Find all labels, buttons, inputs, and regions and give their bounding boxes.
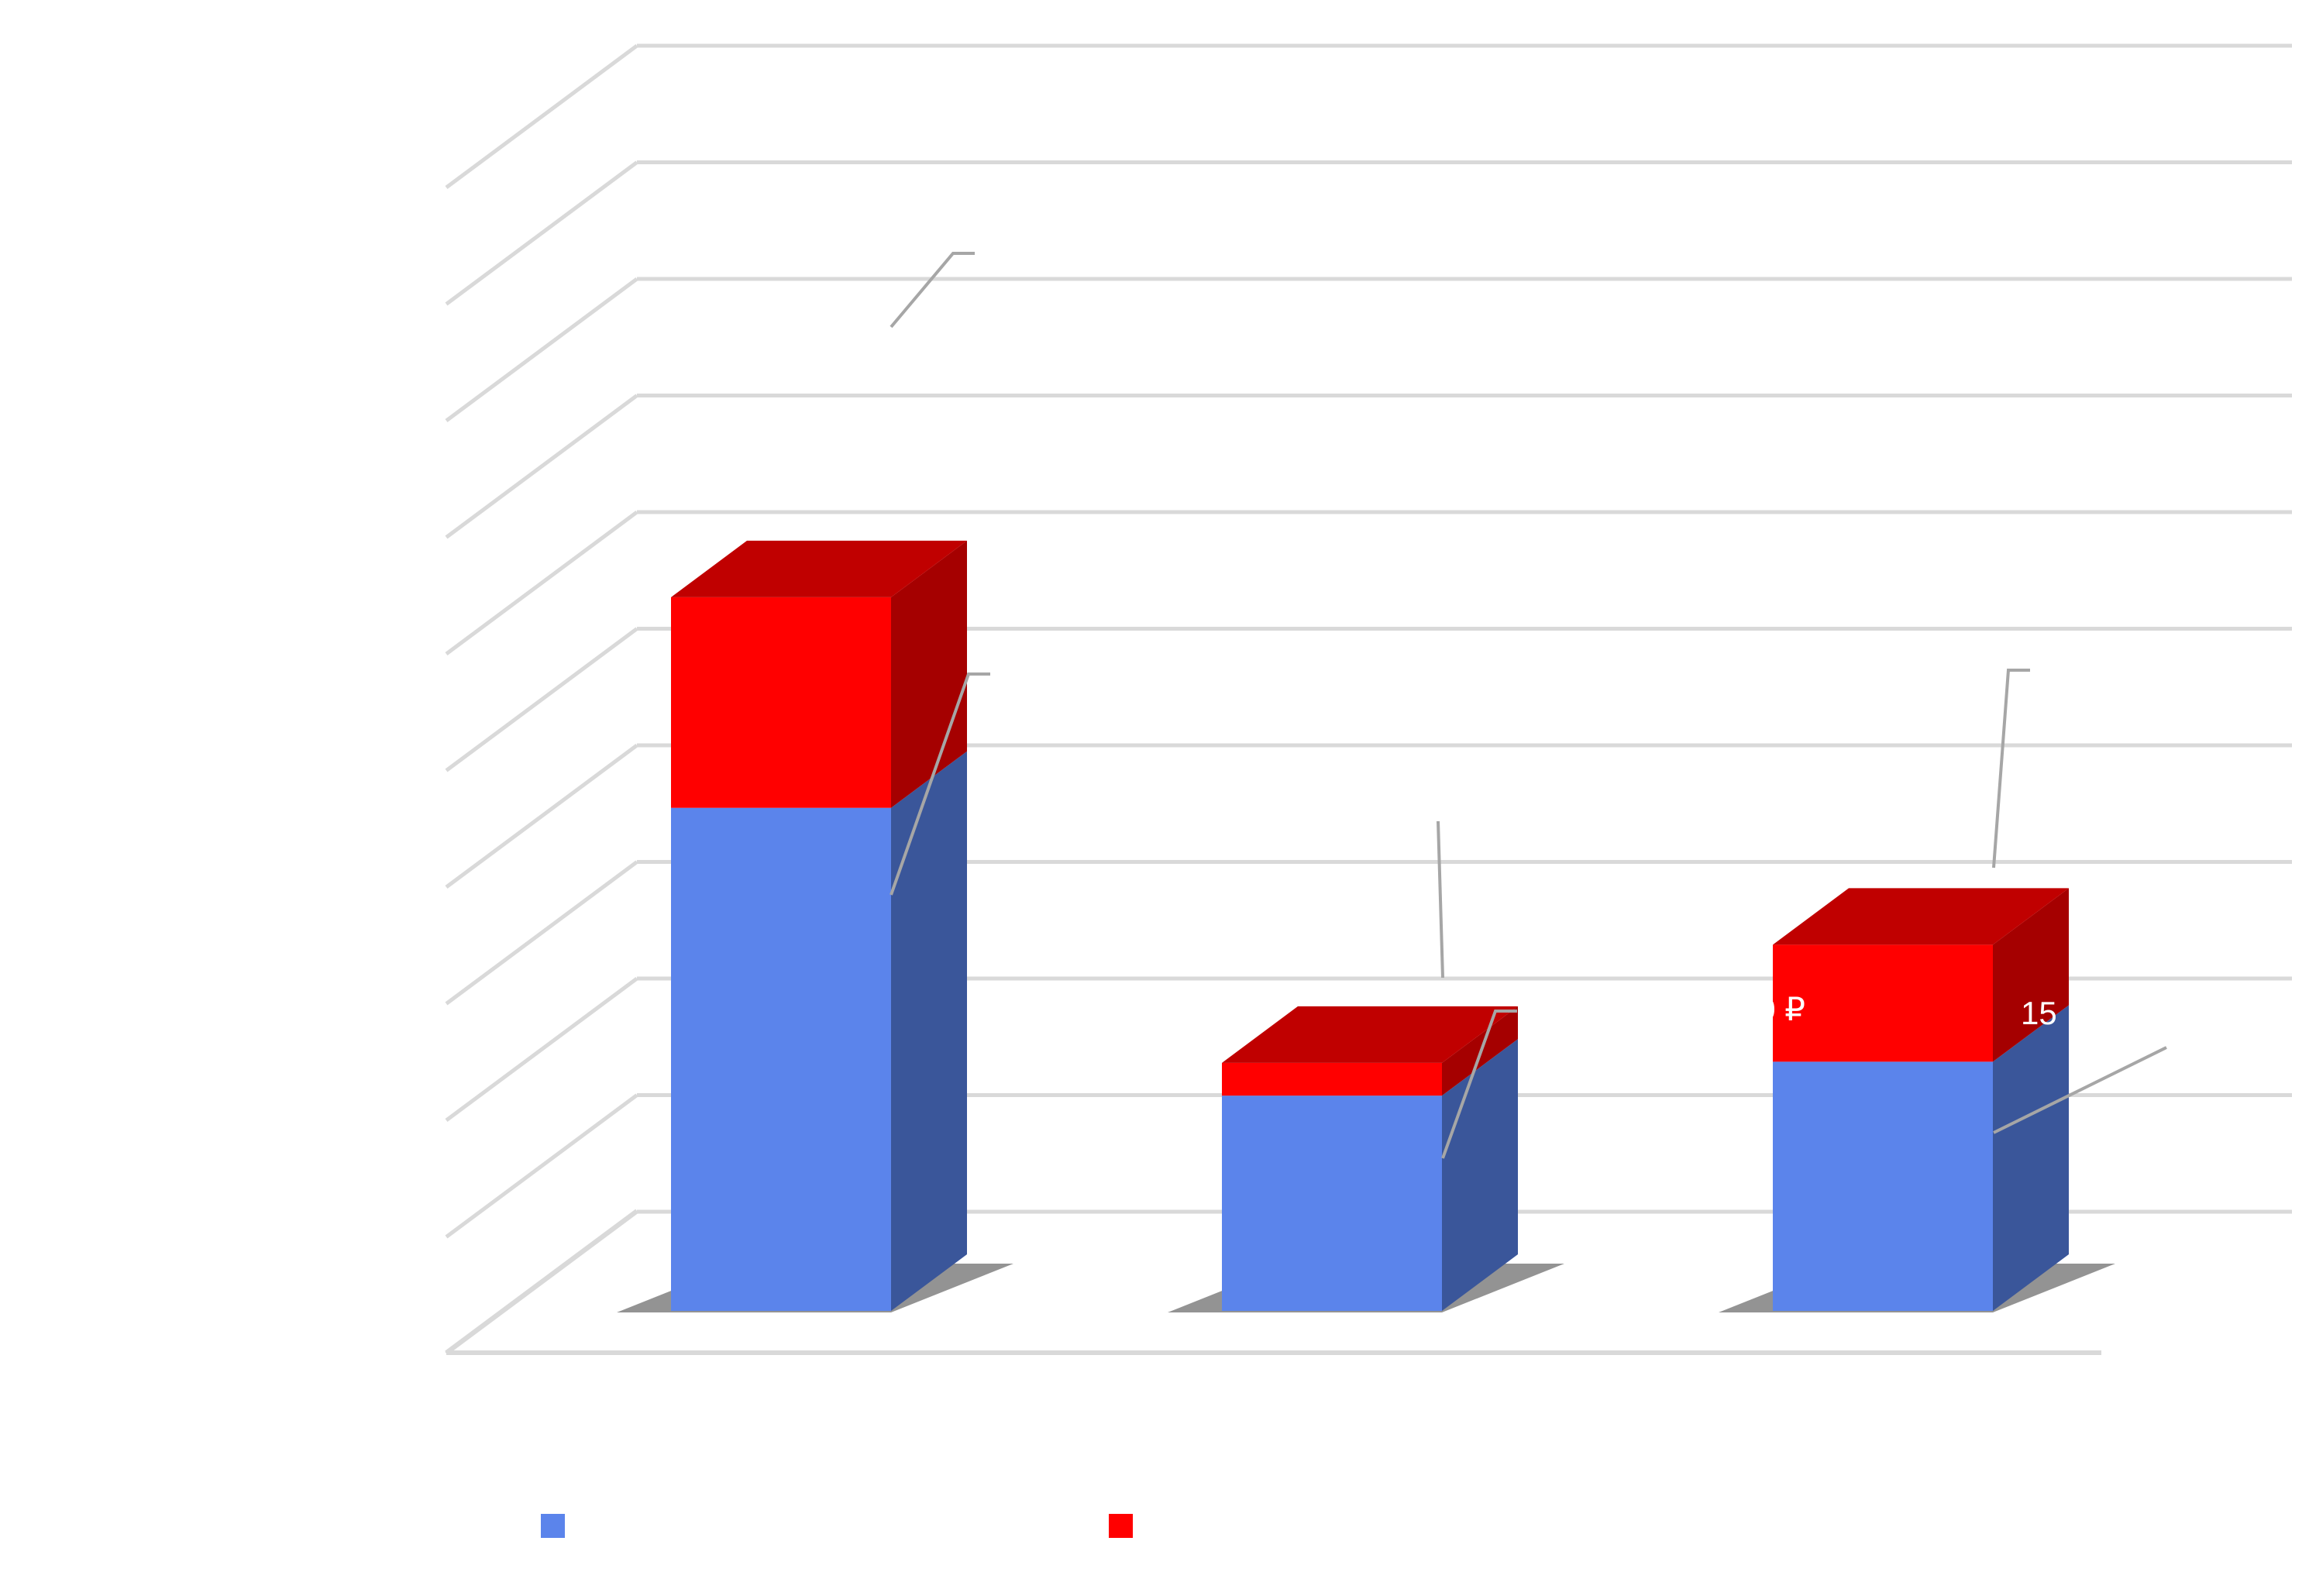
bar-top-c0: [671, 540, 967, 597]
bar-front-s0-c2: [1773, 1061, 1993, 1311]
bar-front-s1-c1: [1222, 1062, 1442, 1096]
bar-layer: [671, 540, 2069, 1311]
bar-front-s1-c2: [1773, 944, 1993, 1062]
gridline-side: [445, 43, 638, 190]
gridline-side: [445, 394, 638, 539]
bar-top-c1: [1222, 1006, 1518, 1063]
bar-side-s0-c0: [891, 751, 967, 1311]
leader-layer: [890, 252, 2167, 1159]
bar-front-s1-c0: [671, 597, 891, 808]
gridline-side: [445, 160, 638, 306]
leader-line: [1441, 1010, 1517, 1159]
leader-line: [1437, 820, 1444, 979]
legend-marker-2: [1109, 1514, 1133, 1538]
data-label-1: 0 ₽: [1757, 991, 1805, 1027]
leader-line: [1993, 1046, 2167, 1134]
gridline-side: [445, 743, 638, 889]
label-layer: 0 ₽ 15: [1757, 991, 2056, 1031]
bar-side-s0-c2: [1993, 1005, 2069, 1311]
gridline-side: [445, 510, 638, 656]
gridline-side: [445, 627, 638, 772]
floor-side-edge: [445, 1209, 638, 1355]
legend: [541, 1514, 1133, 1538]
gridline-side: [445, 976, 638, 1123]
gridline-side: [445, 860, 638, 1006]
leader-line: [1992, 669, 2030, 869]
bar-side-s1-c0: [891, 540, 967, 808]
legend-marker-1: [541, 1514, 565, 1538]
bar-side-s1-c2: [1993, 888, 2069, 1062]
bar-front-s0-c1: [1222, 1096, 1442, 1311]
bar-front-s0-c0: [671, 807, 891, 1311]
leader-line: [890, 252, 975, 328]
leader-line: [890, 672, 990, 896]
data-label-2: 15: [2021, 995, 2057, 1031]
gridline-side: [445, 277, 638, 423]
bar-top-c2: [1773, 888, 2069, 945]
gridline-side: [445, 1093, 638, 1239]
